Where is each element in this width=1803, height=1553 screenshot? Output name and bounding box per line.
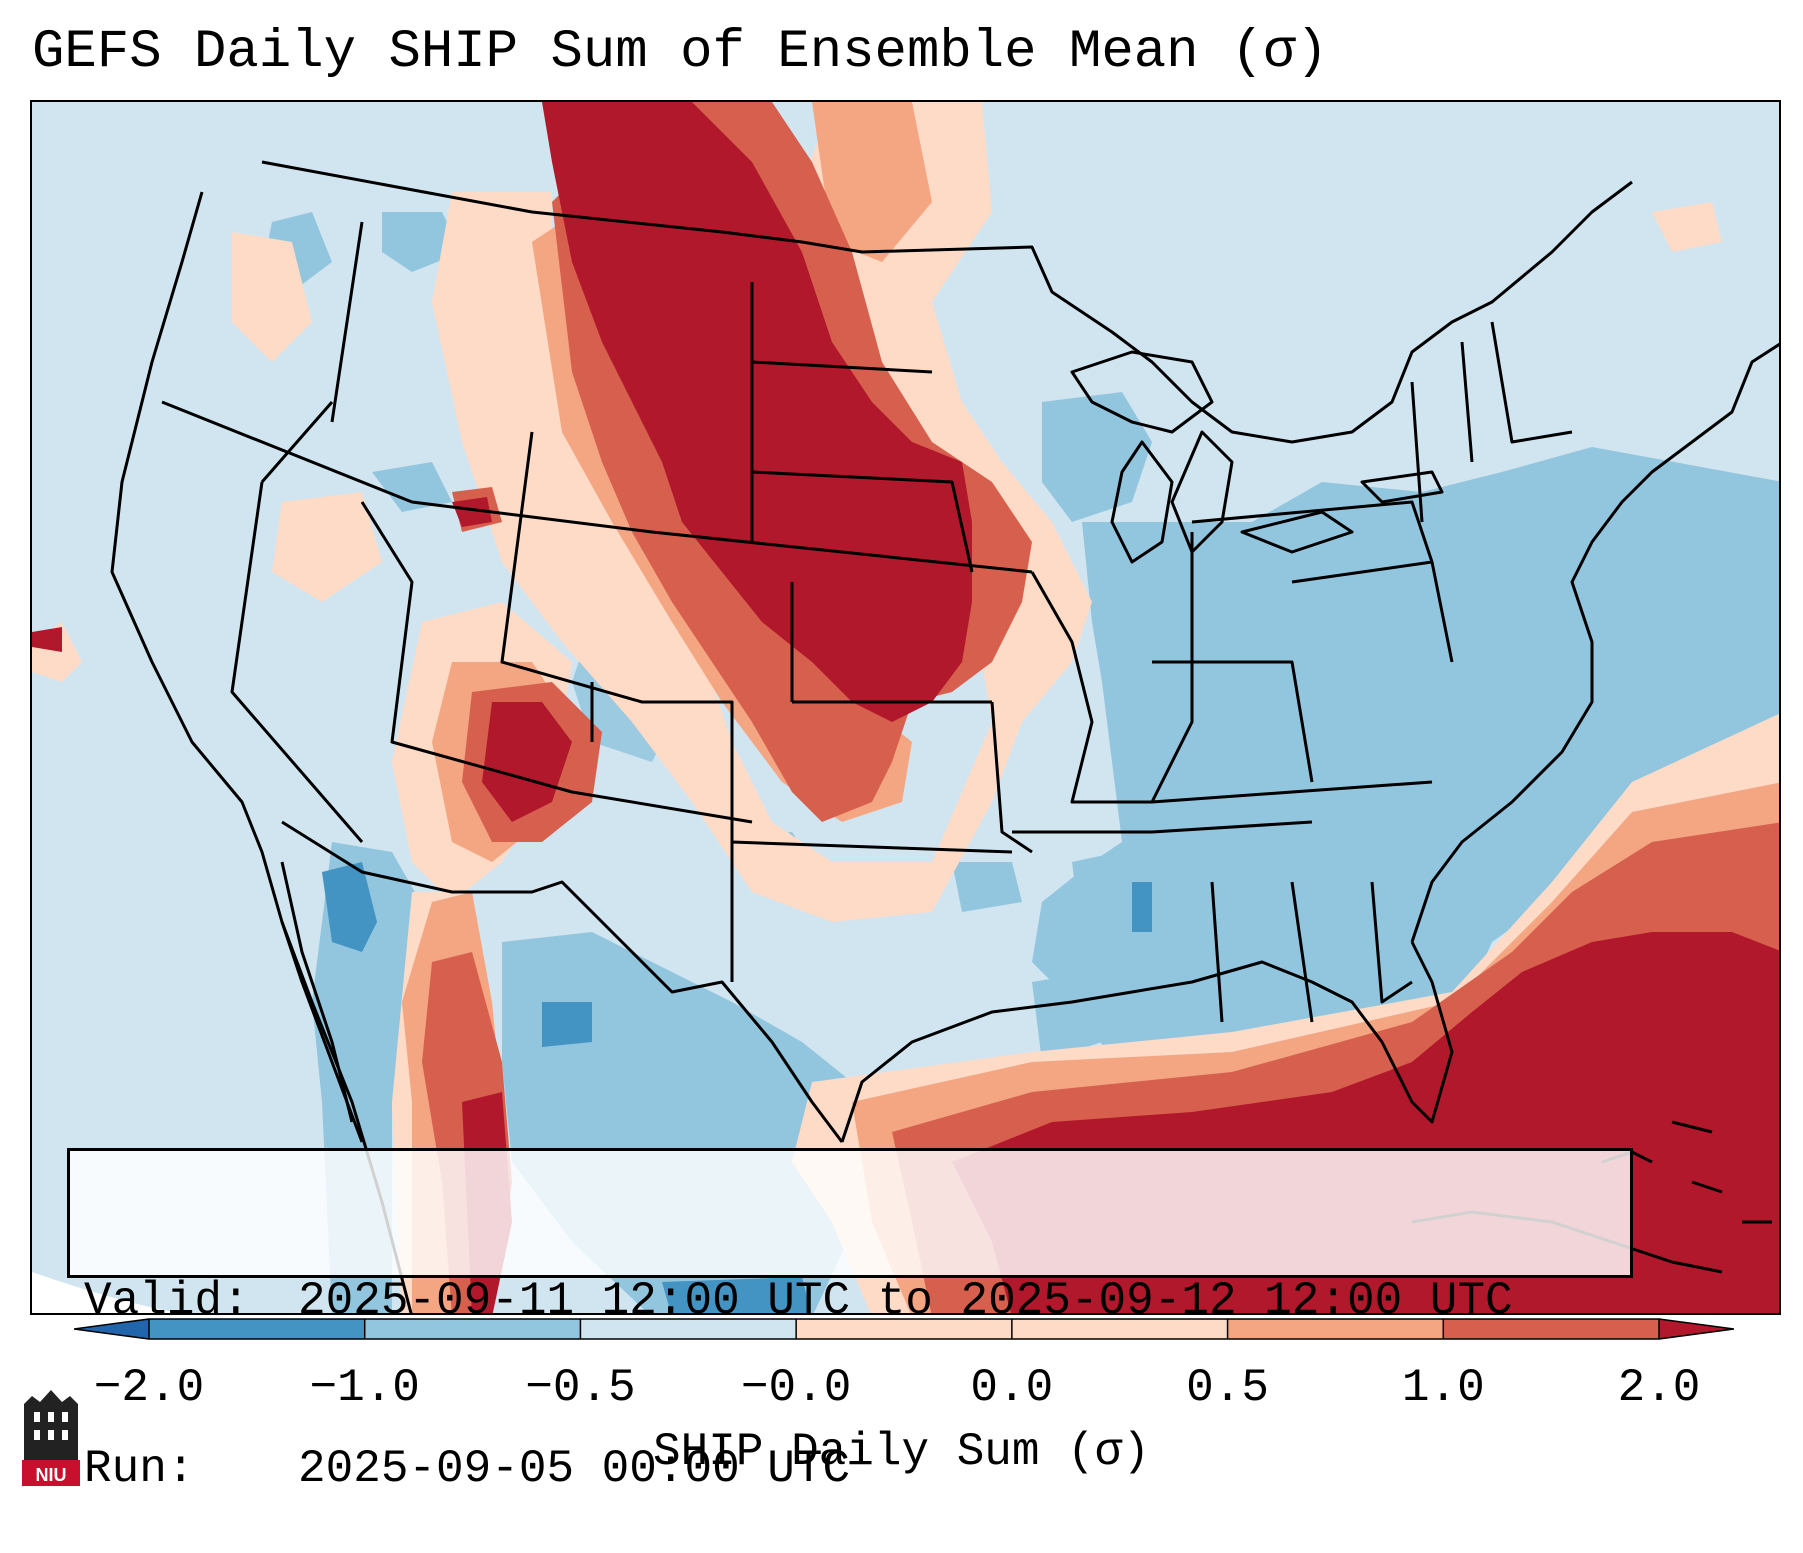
colorbar-tick-label: 1.0 xyxy=(1401,1362,1485,1414)
run-label: Run: xyxy=(84,1443,195,1495)
niu-logo: NIU xyxy=(22,1390,80,1486)
logo-text: NIU xyxy=(36,1465,67,1485)
colorbar-segment xyxy=(149,1319,366,1339)
anomaly-map xyxy=(32,102,1779,1313)
colorbar xyxy=(74,1318,1734,1340)
colorbar-tick-label: 0.5 xyxy=(1186,1362,1269,1414)
logo-shield xyxy=(22,1460,80,1486)
map-title: GEFS Daily SHIP Sum of Ensemble Mean (σ) xyxy=(32,22,1329,83)
projection-outside-left xyxy=(32,1272,179,1313)
colorbar-segment xyxy=(364,1319,581,1339)
great-lakes-outline xyxy=(1070,350,1444,564)
colorbar-tick-label: −0.0 xyxy=(740,1362,852,1414)
validity-info-box: Valid: 2025-09-11 12:00 UTC to 2025-09-1… xyxy=(67,1148,1633,1495)
colorbar-tick-label: −0.5 xyxy=(525,1362,636,1414)
colorbar-tick-label: 2.0 xyxy=(1617,1362,1701,1414)
logo-tower xyxy=(24,1390,78,1460)
map-panel xyxy=(30,100,1781,1315)
colorbar-extend-low xyxy=(74,1319,149,1339)
strongly-below-normal xyxy=(322,822,1412,1313)
colorbar-extend-high xyxy=(1659,1319,1734,1339)
west-coast xyxy=(110,191,364,1143)
colorbar-tick-label: −1.0 xyxy=(309,1362,420,1414)
colorbar-tick-label: −2.0 xyxy=(93,1362,205,1414)
state-lines xyxy=(161,221,1573,1023)
run-value: 2025-09-05 00:00 UTC xyxy=(298,1443,851,1495)
colorbar-segment xyxy=(1011,1319,1229,1339)
east-coast xyxy=(1410,342,1779,943)
borders xyxy=(110,160,1779,1313)
gulf-coast xyxy=(840,941,1454,1143)
baja xyxy=(280,861,354,1123)
us-mexico-border xyxy=(281,820,844,1143)
us-canada-border xyxy=(261,160,1633,444)
colorbar-segment xyxy=(796,1319,1013,1339)
colorbar-label: SHIP Daily Sum (σ) xyxy=(653,1426,1150,1478)
colorbar-tick-label: 0.0 xyxy=(970,1362,1054,1414)
colorbar-segment xyxy=(580,1319,797,1339)
colorbar-segment xyxy=(1443,1319,1660,1339)
colorbar-segment xyxy=(1227,1319,1444,1339)
